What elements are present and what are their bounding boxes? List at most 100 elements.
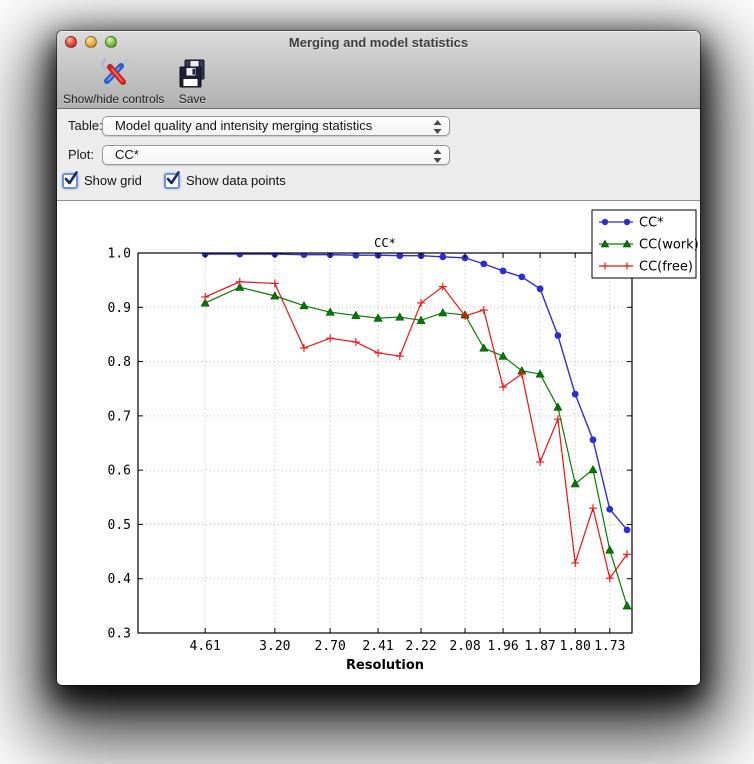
data-point <box>200 298 210 307</box>
checkbox-box <box>164 171 180 189</box>
legend: CC* CC(work) CC(free) <box>591 209 699 279</box>
y-tick-label: 0.5 <box>108 518 131 533</box>
data-point <box>351 310 361 319</box>
data-point <box>553 402 563 411</box>
x-tick-label: 2.08 <box>449 639 480 654</box>
legend-entry: CC(work) <box>599 238 699 253</box>
legend-marker <box>623 218 631 226</box>
data-point <box>499 267 507 275</box>
grid <box>138 253 632 633</box>
x-tick-label: 4.61 <box>190 639 221 654</box>
window-chrome: Merging and model statistics <box>57 31 700 109</box>
figure-canvas: 0.3 0.4 0.5 0.6 0.7 0.8 0.9 1.0 4.61 3.20 2.70 2.41… <box>57 201 700 685</box>
chart: 0.3 0.4 0.5 0.6 0.7 0.8 0.9 1.0 4.61 3.20 2.70 2.41… <box>108 209 699 673</box>
save-icon <box>178 58 206 91</box>
y-tick-label: 0.7 <box>108 409 131 424</box>
legend-marker <box>601 218 609 226</box>
data-point <box>270 291 280 300</box>
data-point <box>416 315 426 324</box>
data-point <box>535 369 545 378</box>
minimize-button[interactable] <box>85 36 97 48</box>
x-tick-label: 2.22 <box>405 639 436 654</box>
plot-dropdown-value: CC* <box>115 147 139 162</box>
show-grid-checkbox[interactable]: Show grid <box>62 171 142 189</box>
table-dropdown[interactable]: Model quality and intensity merging stat… <box>102 116 450 136</box>
y-tick-label: 0.3 <box>108 627 131 642</box>
toolbar: Show/hide controls Save <box>57 53 700 108</box>
legend-label: CC(free) <box>639 260 693 275</box>
legend-box <box>591 209 697 279</box>
data-point <box>236 253 244 258</box>
x-tick-label: 1.87 <box>524 639 555 654</box>
tools-icon <box>97 56 131 91</box>
data-point <box>438 308 448 317</box>
legend-entry: CC* <box>599 216 664 231</box>
data-point <box>396 253 404 260</box>
zoom-button[interactable] <box>105 36 117 48</box>
data-point <box>605 545 615 554</box>
legend-label: CC(work) <box>639 238 699 253</box>
tool-label: Show/hide controls <box>63 92 165 106</box>
data-point <box>536 285 544 293</box>
show-hide-controls-button[interactable]: Show/hide controls <box>63 56 164 106</box>
data-point <box>235 282 245 291</box>
x-tick-label: 1.80 <box>560 639 591 654</box>
data-point <box>606 505 614 513</box>
axes-box <box>137 252 633 634</box>
titlebar: Merging and model statistics <box>57 31 700 53</box>
data-point <box>300 253 308 259</box>
data-point <box>299 301 309 310</box>
plot-dropdown[interactable]: CC* <box>102 145 450 165</box>
data-point <box>571 390 579 398</box>
dropdown-stepper-icon <box>433 120 442 139</box>
chart-title: CC* <box>374 236 396 250</box>
data-point <box>623 526 631 534</box>
data-point <box>588 464 598 474</box>
data-point <box>352 253 360 259</box>
y-tick-label: 0.8 <box>108 355 131 370</box>
data-point <box>395 312 405 321</box>
legend-label: CC* <box>639 216 664 231</box>
checkmark-icon <box>64 171 78 185</box>
data-point <box>498 351 508 360</box>
show-data-points-label: Show data points <box>186 173 286 188</box>
save-button[interactable]: Save <box>178 58 206 106</box>
legend-entry: CC(free) <box>599 260 693 275</box>
checkmark-icon <box>166 171 180 185</box>
y-tick-label: 1.0 <box>108 247 131 262</box>
window-title: Merging and model statistics <box>288 35 469 50</box>
x-axis-label: Resolution <box>346 658 424 673</box>
y-tick-label: 0.4 <box>108 572 132 587</box>
series-cc-free- <box>201 277 632 583</box>
x-tick-label: 2.70 <box>315 639 346 654</box>
table-label: Table: <box>68 118 103 133</box>
data-point <box>325 307 335 316</box>
series-cc-free--line <box>204 281 628 580</box>
traffic-lights <box>65 36 117 48</box>
table-dropdown-value: Model quality and intensity merging stat… <box>115 118 373 133</box>
data-point <box>480 260 488 268</box>
series-cc--line <box>205 253 628 531</box>
close-button[interactable] <box>65 36 77 48</box>
series-cc-work--line <box>204 286 628 607</box>
y-tick-label: 0.6 <box>108 464 131 479</box>
checkbox-row: Show grid Show data points <box>57 171 700 195</box>
controls-panel: Table: Model quality and intensity mergi… <box>57 109 700 201</box>
dropdown-stepper-icon <box>433 149 442 168</box>
y-tick-label: 0.9 <box>108 301 131 316</box>
data-point <box>373 313 383 322</box>
legend-marker <box>622 239 632 248</box>
show-data-points-checkbox[interactable]: Show data points <box>164 171 286 189</box>
app-window: Merging and model statistics <box>57 31 700 685</box>
data-point <box>518 273 526 281</box>
x-tick-label: 1.73 <box>594 639 625 654</box>
series-cc- <box>201 253 631 534</box>
legend-marker <box>600 239 610 248</box>
axis-ticks <box>138 252 632 634</box>
plot-label: Plot: <box>68 147 95 162</box>
data-point <box>570 479 580 488</box>
x-tick-label: 2.41 <box>362 639 393 654</box>
x-tick-label: 1.96 <box>487 639 518 654</box>
data-point <box>554 332 562 339</box>
series-cc-work- <box>200 282 632 610</box>
